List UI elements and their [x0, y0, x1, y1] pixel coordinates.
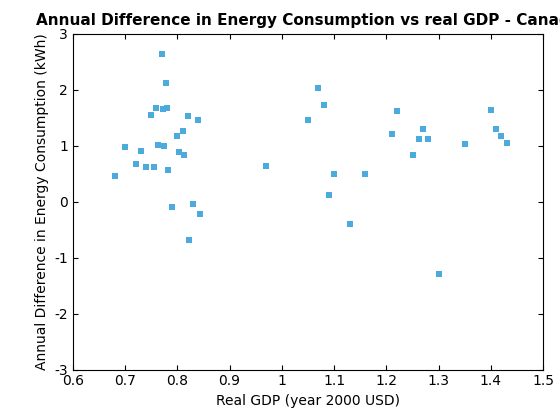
Title: Annual Difference in Energy Consumption vs real GDP - Canada: Annual Difference in Energy Consumption …	[36, 13, 560, 28]
X-axis label: Real GDP (year 2000 USD): Real GDP (year 2000 USD)	[216, 394, 400, 408]
Y-axis label: Annual Difference in Energy Consumption (kWh): Annual Difference in Energy Consumption …	[35, 33, 49, 370]
